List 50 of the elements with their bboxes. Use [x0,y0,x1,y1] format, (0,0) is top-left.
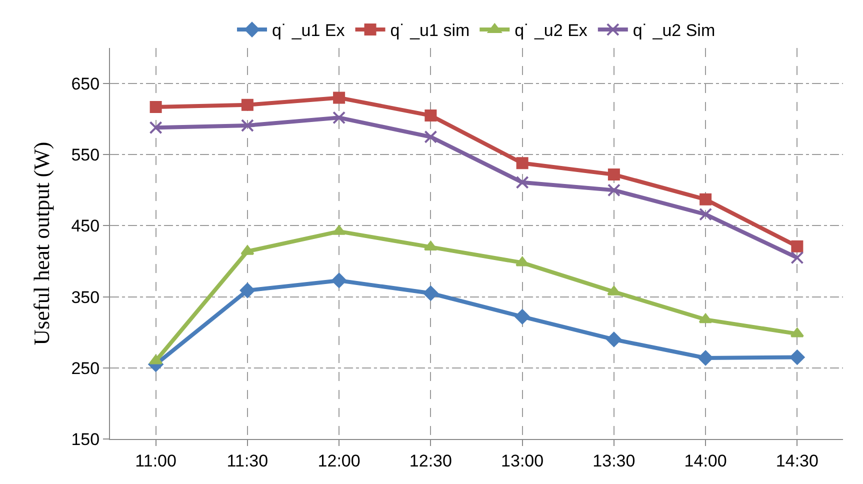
y-tick-label: 350 [71,288,100,307]
point [698,314,712,324]
point [149,121,162,134]
point [607,286,621,296]
x-tick-label: 14:00 [684,451,727,470]
x-tick-label: 12:30 [409,451,452,470]
point [606,332,622,347]
point [700,193,712,206]
point [516,256,530,266]
point [698,350,714,366]
y-tick-label: 250 [71,358,100,378]
point [424,241,438,251]
point [332,225,346,235]
x-tick-label: 11:00 [135,451,176,470]
point [516,176,529,189]
point [241,98,254,111]
point [423,286,438,301]
point [516,157,528,170]
point [240,245,254,255]
x-tick-label: 13:30 [592,451,636,470]
point [608,168,620,181]
point [333,92,346,104]
legend-label: q˙ _u2 Sim [632,21,716,40]
point [332,111,346,124]
point [150,101,162,114]
point [424,110,437,122]
legend-label: q˙ _u1 sim [390,21,470,40]
point [332,272,347,288]
legend-label: q˙ _u2 Ex [514,21,588,40]
point [514,309,530,324]
y-tick-label: 450 [71,216,100,236]
legend-label: q˙ _u1 Ex [272,21,346,40]
y-axis-title: Useful heat output (W) [29,142,54,346]
x-tick-label: 13:00 [501,451,544,470]
y-tick-label: 150 [71,430,100,449]
y-tick-label: 550 [71,146,100,165]
x-tick-label: 11:30 [226,451,268,470]
point [791,240,804,252]
point [699,208,712,221]
point [790,350,805,365]
point [790,328,804,338]
x-tick-label: 14:30 [776,451,818,470]
x-tick-label: 12:00 [318,451,360,470]
point [424,130,438,144]
point [790,251,804,264]
point [240,118,254,132]
point [240,282,255,298]
point [149,354,163,364]
point [607,184,620,197]
y-tick-label: 650 [71,74,100,94]
